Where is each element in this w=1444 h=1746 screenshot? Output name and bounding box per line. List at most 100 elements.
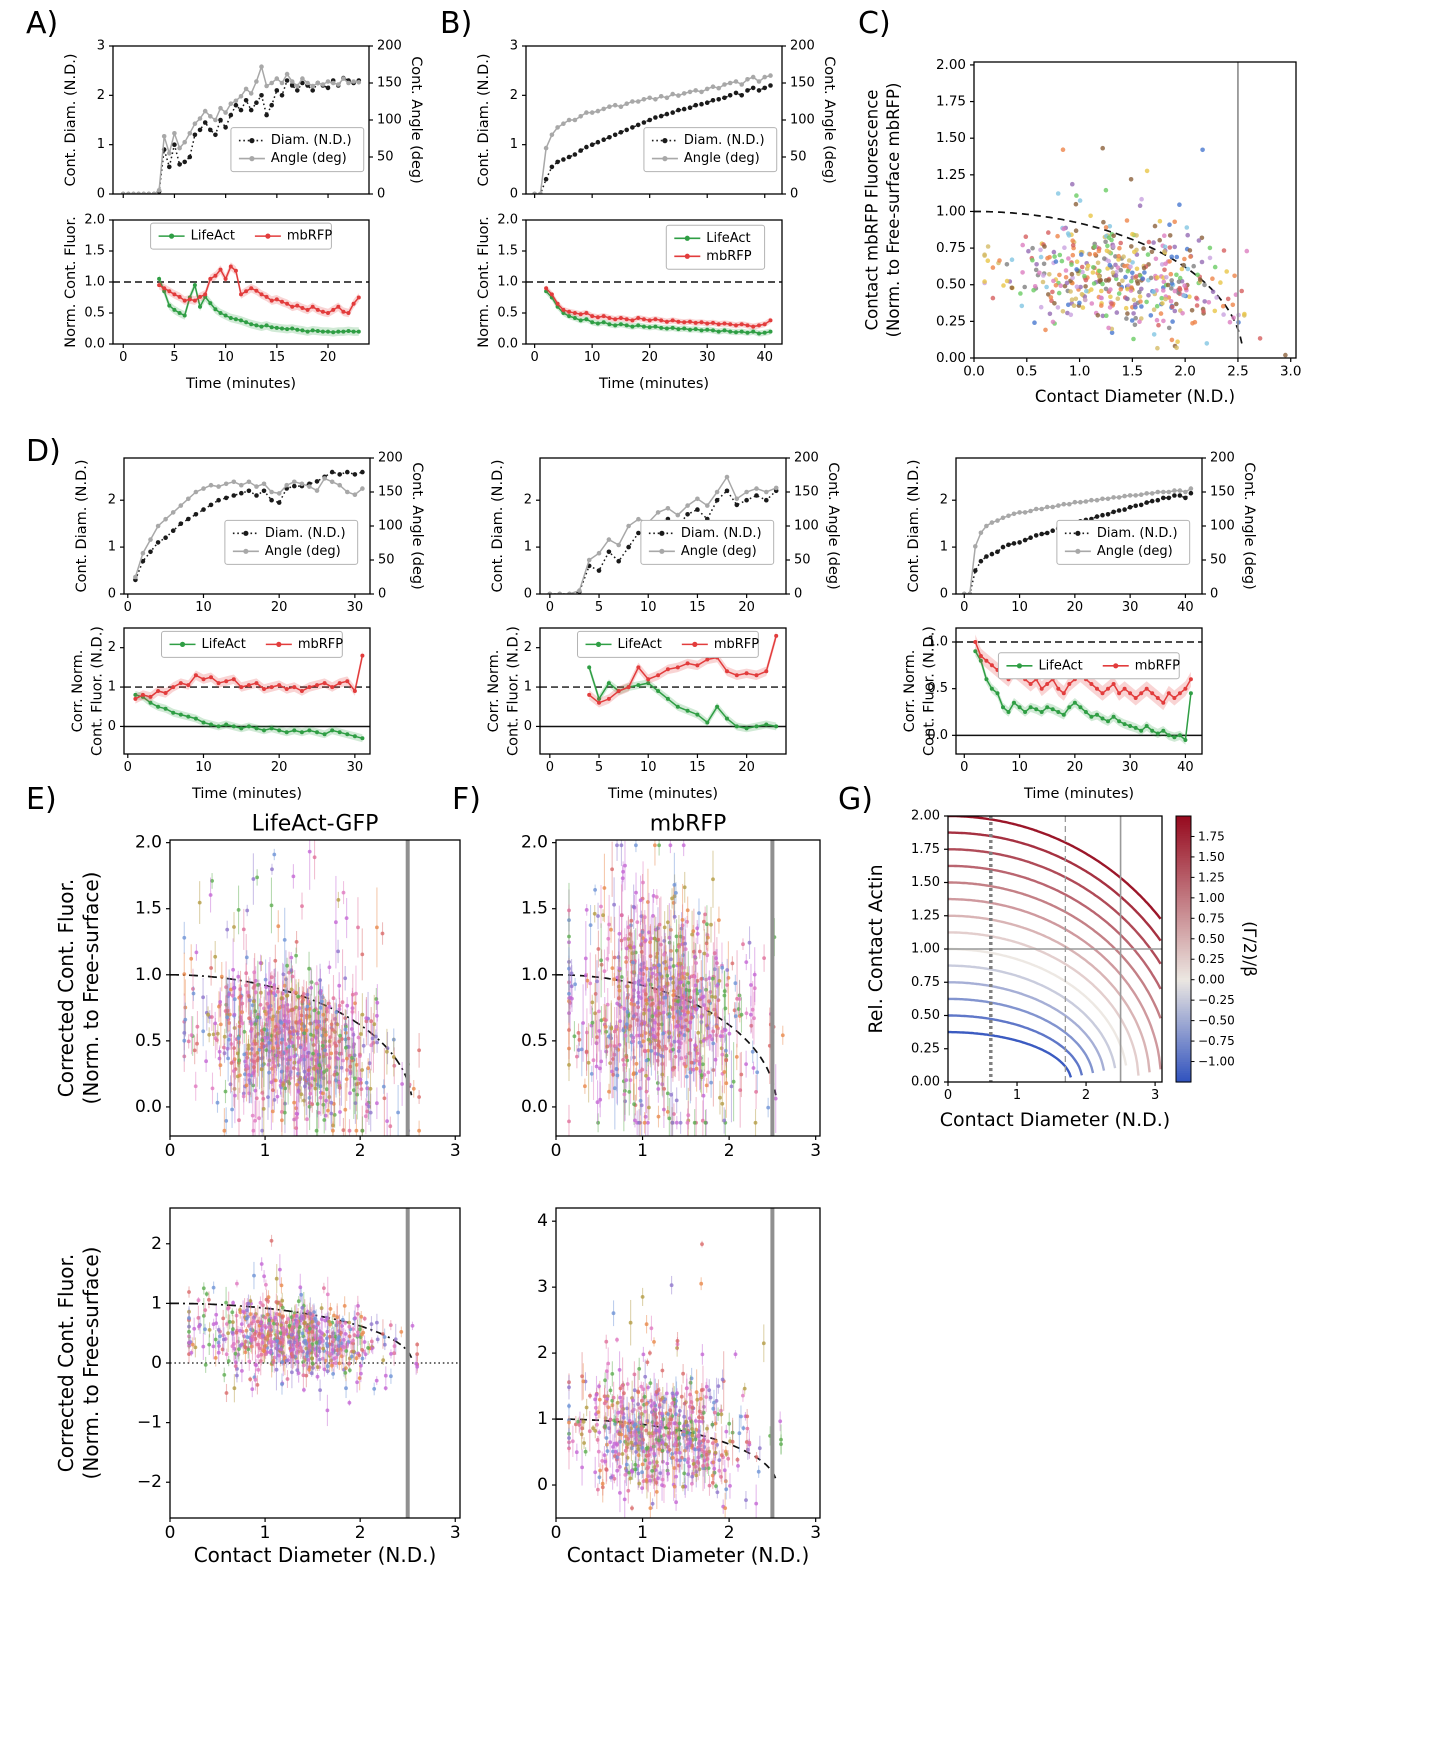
svg-text:3: 3 [97, 39, 105, 54]
svg-text:1.25: 1.25 [936, 167, 966, 183]
svg-text:2: 2 [524, 640, 532, 655]
svg-text:Cont. Diam. (N.D.): Cont. Diam. (N.D.) [63, 53, 79, 186]
svg-text:5: 5 [170, 350, 178, 365]
svg-text:10: 10 [584, 350, 601, 365]
svg-text:150: 150 [378, 485, 403, 500]
svg-text:1: 1 [260, 1523, 271, 1543]
svg-text:100: 100 [377, 113, 402, 128]
svg-text:100: 100 [1210, 519, 1235, 534]
svg-text:LifeAct: LifeAct [202, 637, 246, 652]
svg-text:Cont. Fluor. (N.D.): Cont. Fluor. (N.D.) [922, 626, 938, 756]
svg-text:0.75: 0.75 [936, 240, 966, 256]
svg-text:1: 1 [524, 680, 532, 695]
svg-text:200: 200 [794, 451, 819, 466]
svg-text:Angle (deg): Angle (deg) [271, 151, 347, 166]
svg-text:(Norm. to Free-surface): (Norm. to Free-surface) [79, 1247, 103, 1480]
svg-text:Cont. Diam. (N.D.): Cont. Diam. (N.D.) [490, 459, 506, 592]
svg-text:Diam. (N.D.): Diam. (N.D.) [1097, 526, 1178, 541]
svg-text:Angle (deg): Angle (deg) [265, 544, 341, 559]
svg-text:−1: −1 [137, 1413, 162, 1433]
svg-text:0.5: 0.5 [135, 1031, 162, 1051]
svg-text:1.75: 1.75 [936, 94, 966, 110]
svg-text:LifeAct: LifeAct [1038, 658, 1082, 673]
svg-text:30: 30 [1122, 600, 1139, 615]
svg-text:2: 2 [940, 493, 948, 508]
svg-text:0: 0 [378, 587, 386, 602]
svg-text:Time (minutes): Time (minutes) [1023, 786, 1134, 802]
panel-label-e: E) [26, 782, 57, 817]
svg-text:0: 0 [530, 350, 538, 365]
svg-text:200: 200 [378, 451, 403, 466]
svg-text:0: 0 [165, 1141, 176, 1161]
panel-d1-fluorescence-plot: 0 10 20 30 0 1 2 Time (minutes) Corr. Norm. Cont.… [68, 620, 432, 808]
panel-label-b: B) [440, 6, 473, 41]
svg-text:2.0: 2.0 [1174, 364, 1195, 380]
svg-text:0: 0 [108, 719, 116, 734]
svg-text:0.00: 0.00 [936, 350, 966, 366]
svg-text:20: 20 [738, 760, 755, 775]
svg-text:100: 100 [378, 519, 403, 534]
svg-text:0: 0 [524, 719, 532, 734]
svg-text:0: 0 [108, 587, 116, 602]
svg-text:2: 2 [151, 1234, 162, 1254]
svg-text:1.0: 1.0 [497, 275, 518, 290]
svg-text:150: 150 [794, 485, 819, 500]
svg-text:0.5: 0.5 [927, 681, 948, 696]
svg-text:20: 20 [271, 760, 288, 775]
svg-text:10: 10 [1011, 760, 1028, 775]
svg-text:Diam. (N.D.): Diam. (N.D.) [684, 133, 765, 148]
svg-text:0: 0 [1210, 587, 1218, 602]
panel-label-d: D) [26, 434, 61, 469]
svg-text:0.5: 0.5 [497, 306, 518, 321]
panel-label-g: G) [838, 782, 873, 817]
svg-text:150: 150 [790, 76, 815, 91]
svg-text:(Norm. to Free-surface mbRFP): (Norm. to Free-surface mbRFP) [884, 83, 903, 338]
svg-text:50: 50 [377, 150, 394, 165]
svg-text:40: 40 [1177, 600, 1194, 615]
svg-text:(Norm. to Free-surface): (Norm. to Free-surface) [79, 872, 103, 1105]
svg-text:0.0: 0.0 [927, 728, 948, 743]
svg-text:30: 30 [1122, 760, 1139, 775]
svg-text:1.0: 1.0 [927, 635, 948, 650]
svg-text:15: 15 [269, 350, 286, 365]
svg-text:200: 200 [1210, 451, 1235, 466]
svg-text:Cont. Angle (deg): Cont. Angle (deg) [409, 462, 425, 590]
svg-text:1: 1 [97, 137, 105, 152]
svg-text:30: 30 [699, 350, 716, 365]
svg-text:mbRFP: mbRFP [287, 229, 332, 244]
svg-text:Diam. (N.D.): Diam. (N.D.) [265, 526, 346, 541]
svg-text:3: 3 [450, 1141, 461, 1161]
svg-text:Diam. (N.D.): Diam. (N.D.) [681, 526, 762, 541]
svg-text:0: 0 [940, 587, 948, 602]
panel-c-mbrfp-vs-diameter-scatter: 0.0 0.5 1.0 1.5 2.0 2.5 3.0 0.00 0.25 0.50 0.75 1.0… [858, 24, 1326, 418]
svg-text:20: 20 [271, 600, 288, 615]
svg-text:Time (minutes): Time (minutes) [185, 376, 296, 392]
svg-text:20: 20 [320, 350, 337, 365]
panel-d3-fluorescence-plot: 0 10 20 30 40 0.0 0.5 1.0 Time (minutes) Corr. No… [900, 620, 1264, 808]
svg-text:150: 150 [1210, 485, 1235, 500]
svg-text:0: 0 [124, 760, 132, 775]
svg-text:100: 100 [790, 113, 815, 128]
svg-text:Diam. (N.D.): Diam. (N.D.) [271, 133, 352, 148]
svg-text:1: 1 [260, 1141, 271, 1161]
svg-text:0: 0 [794, 587, 802, 602]
panel-d3-diameter-angle-plot: 0 10 20 30 40 0 1 2 0 50 100 150 200 Cont. Diam. (N.D… [900, 450, 1264, 616]
svg-text:20: 20 [1067, 600, 1084, 615]
svg-text:2.0: 2.0 [497, 213, 518, 228]
svg-text:Time (minutes): Time (minutes) [598, 376, 709, 392]
panel-d1-diameter-angle-plot: 0 10 20 30 0 1 2 0 50 100 150 200 Cont. Diam. (N.D.)… [68, 450, 432, 616]
svg-text:30: 30 [347, 760, 364, 775]
panel-a-fluorescence-plot: 0 5 10 15 20 0.0 0.5 1.0 1.5 2.0 Time (minutes) Nor… [55, 212, 433, 396]
svg-text:0: 0 [546, 600, 554, 615]
svg-text:0.25: 0.25 [936, 313, 966, 329]
svg-text:20: 20 [641, 350, 658, 365]
svg-text:Corrected Cont. Fluor.: Corrected Cont. Fluor. [54, 1254, 78, 1473]
svg-text:1.5: 1.5 [135, 899, 162, 919]
svg-text:2.0: 2.0 [84, 213, 105, 228]
svg-text:10: 10 [640, 760, 657, 775]
svg-text:LifeAct: LifeAct [706, 231, 750, 246]
svg-text:LifeAct: LifeAct [618, 637, 662, 652]
svg-text:2: 2 [108, 493, 116, 508]
svg-text:0: 0 [960, 760, 968, 775]
svg-text:3: 3 [450, 1523, 461, 1543]
